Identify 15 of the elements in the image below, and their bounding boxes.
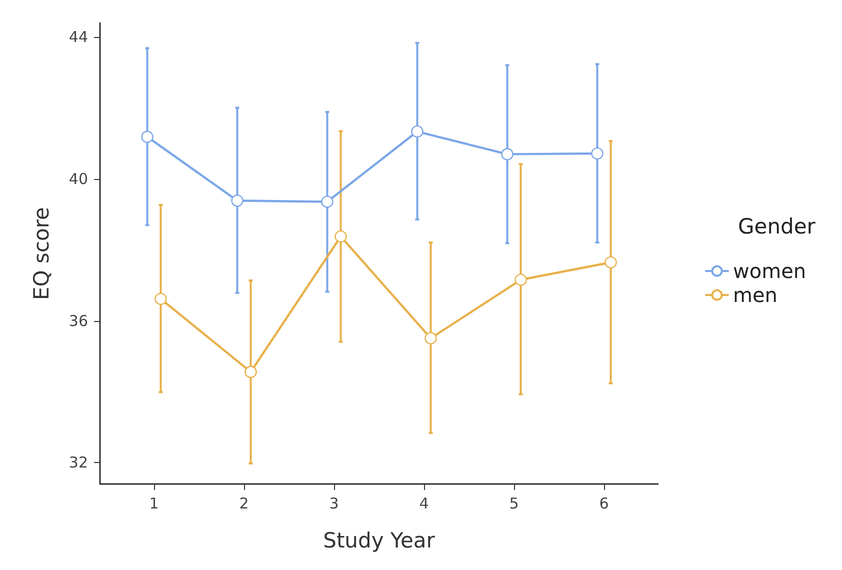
legend-label: women [733,259,806,283]
x-tick-label: 2 [239,494,249,512]
x-tick-label: 1 [149,494,159,512]
y-tick-label: 44 [68,28,88,46]
legend-title: Gender [738,214,816,238]
y-tick-label: 32 [68,454,88,472]
legend-label: men [733,283,778,307]
y-axis-title: EQ score [30,207,54,300]
x-tick-label: 6 [599,494,609,512]
y-tick-label: 36 [68,312,88,330]
x-tick-label: 5 [509,494,519,512]
x-axis-title: Study Year [323,528,436,552]
x-tick-label: 4 [419,494,429,512]
y-tick-label: 40 [68,170,88,188]
x-tick-label: 3 [329,494,339,512]
